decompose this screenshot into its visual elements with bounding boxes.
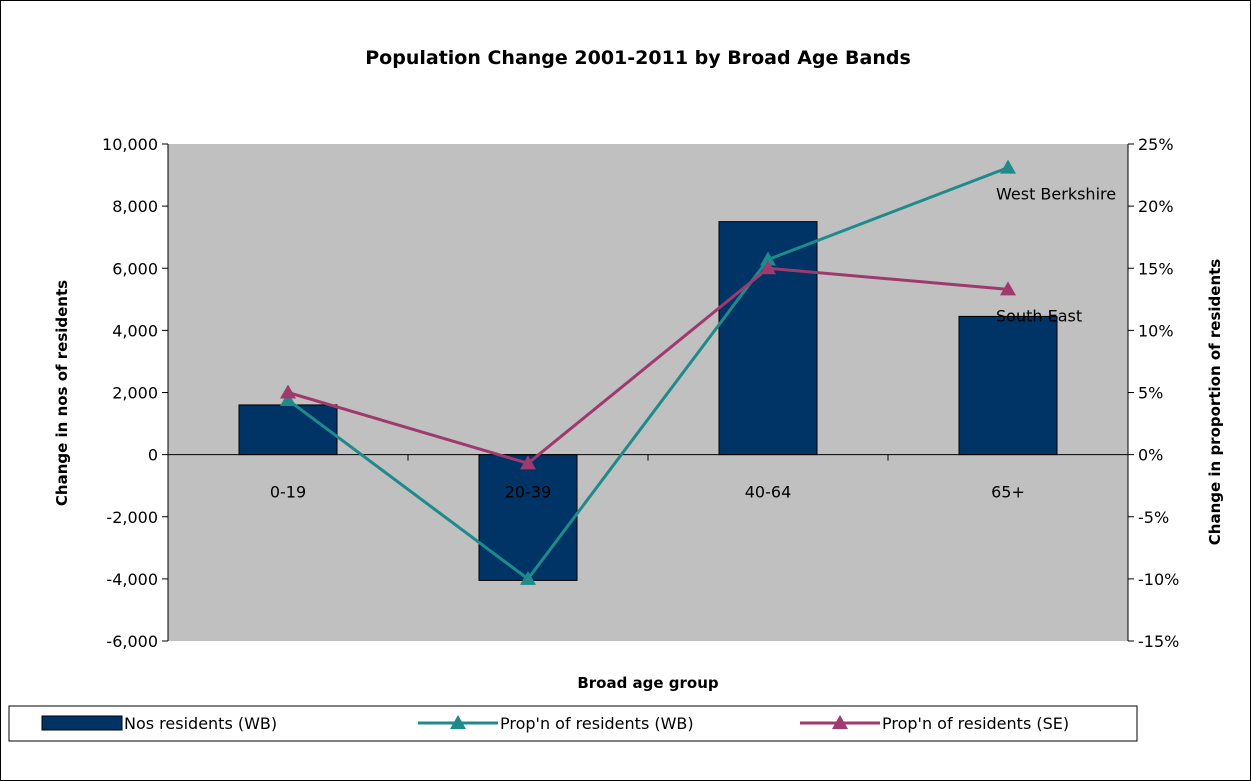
y2-tick-label: 15% (1138, 259, 1174, 278)
series-1-point-0-19 (280, 391, 296, 406)
bar-65+ (958, 315, 1058, 456)
y-tick-label: -2,000 (106, 508, 158, 527)
legend-items: Nos residents (WB) Prop'n of residents (W… (41, 714, 1069, 733)
y-tick-label: 8,000 (112, 197, 158, 216)
y-axis-title: Change in nos of residents (53, 280, 71, 506)
annotation-label-2: South East (996, 306, 1082, 325)
x-tick-label-0-19: 0-19 (270, 483, 306, 502)
series-2-point-40-64 (760, 260, 776, 275)
axes-layer: -6,000 -4,000 -2,000 0 2,000 4,000 6,000 8,000 1… (102, 135, 1179, 651)
legend-swatch-marker-2 (832, 715, 848, 729)
series-line-1 (287, 166, 1009, 581)
y-tick-label: -4,000 (106, 570, 158, 589)
bar-20-39 (478, 454, 578, 581)
series-1-point-40-64 (760, 251, 776, 266)
legend-label-2: Prop'n of residents (SE) (882, 714, 1069, 733)
y2-tick-label: 25% (1138, 135, 1174, 154)
x-tick-label-20-39: 20-39 (505, 483, 552, 502)
series-2-point-65+ (1000, 281, 1016, 296)
y2-tick-label: -10% (1138, 570, 1179, 589)
x-axis-title: Broad age group (577, 674, 719, 692)
y2-tick-label: -5% (1138, 508, 1169, 527)
bars-layer (238, 221, 1058, 581)
y2-axis-title: Change in proportion of residents (1206, 259, 1224, 546)
series-2-point-0-19 (280, 384, 296, 399)
y-tick-label: 10,000 (102, 135, 158, 154)
series-line-2 (287, 266, 1009, 465)
y2-tick-label: 5% (1138, 384, 1163, 403)
y-tick-label: 0 (148, 446, 158, 465)
y-tick-label: -6,000 (106, 632, 158, 651)
y-tick-label: 6,000 (112, 259, 158, 278)
series-1-point-20-39 (520, 570, 536, 585)
chart-title: Population Change 2001-2011 by Broad Age… (365, 47, 911, 69)
labels-layer: West Berkshire South East (996, 185, 1116, 326)
y2-tick-label: 20% (1138, 197, 1174, 216)
legend-label-0: Nos residents (WB) (124, 714, 277, 733)
legend-label-1: Prop'n of residents (WB) (500, 714, 694, 733)
legend-swatch-marker-1 (450, 715, 466, 729)
series-1-point-65+ (1000, 159, 1016, 174)
annotation-label-1: West Berkshire (996, 185, 1116, 204)
y2-tick-label: 10% (1138, 321, 1174, 340)
legend-swatch-bar (41, 715, 123, 731)
x-tick-label-40-64: 40-64 (745, 483, 792, 502)
lines-layer (280, 159, 1016, 585)
y-tick-label: 2,000 (112, 384, 158, 403)
bar-0-19 (238, 404, 338, 456)
x-tick-label-65+: 65+ (991, 483, 1025, 502)
y-tick-label: 4,000 (112, 321, 158, 340)
legend (8, 705, 1138, 742)
y2-tick-label: 0% (1138, 446, 1163, 465)
y2-tick-label: -15% (1138, 632, 1179, 651)
series-2-point-20-39 (520, 455, 536, 470)
